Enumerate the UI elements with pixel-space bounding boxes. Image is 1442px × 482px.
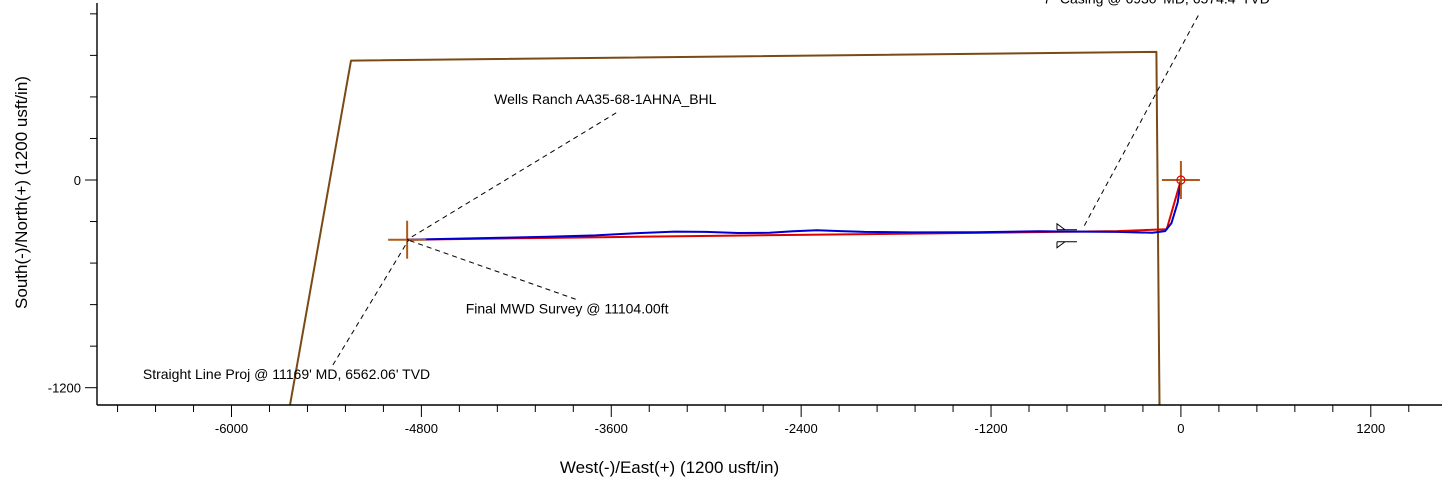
casing-flag-lower	[1056, 241, 1077, 249]
x-tick-label: -3600	[595, 421, 628, 436]
y-tick-label: -1200	[48, 381, 81, 396]
y-tick-label: 0	[74, 173, 81, 188]
axes: -6000 -4800 -3600 -2400 -1200 0 1200 0 -1200	[48, 3, 1442, 436]
x-tick-label: 1200	[1356, 421, 1385, 436]
annotation-casing-leader	[1082, 15, 1199, 229]
plot-area	[289, 50, 1200, 406]
y-axis-title: South(-)/North(+) (1200 usft/in)	[12, 76, 31, 309]
annotations: Wells Ranch AA35-68-1AHNA_BHL 7" Casing @…	[143, 0, 1270, 382]
x-tick-label: -4800	[405, 421, 438, 436]
annotation-straight-line-proj: Straight Line Proj @ 11169' MD, 6562.06'…	[143, 366, 430, 382]
annotation-bhl-target-leader	[406, 112, 617, 241]
surface-location-marker	[1176, 175, 1186, 185]
x-tick-label: -1200	[974, 421, 1007, 436]
planned-wellpath-line	[407, 179, 1182, 241]
annotation-final-mwd-survey: Final MWD Survey @ 11104.00ft	[466, 300, 669, 316]
annotation-straight-line-proj-leader	[332, 239, 410, 366]
x-tick-label: 0	[1177, 421, 1184, 436]
annotation-casing: 7" Casing @ 6930' MD, 6574.4' TVD	[1043, 0, 1270, 6]
annotation-final-mwd-survey-leader	[406, 239, 576, 300]
actual-wellpath-line	[407, 179, 1182, 241]
x-tick-label: -6000	[215, 421, 248, 436]
annotation-bhl-target: Wells Ranch AA35-68-1AHNA_BHL	[494, 91, 717, 107]
x-axis-title: West(-)/East(+) (1200 usft/in)	[560, 458, 779, 477]
lease-boundary-line	[289, 50, 1161, 406]
x-tick-label: -2400	[785, 421, 818, 436]
casing-point-marker	[1056, 222, 1077, 249]
casing-flag-upper	[1056, 222, 1077, 231]
